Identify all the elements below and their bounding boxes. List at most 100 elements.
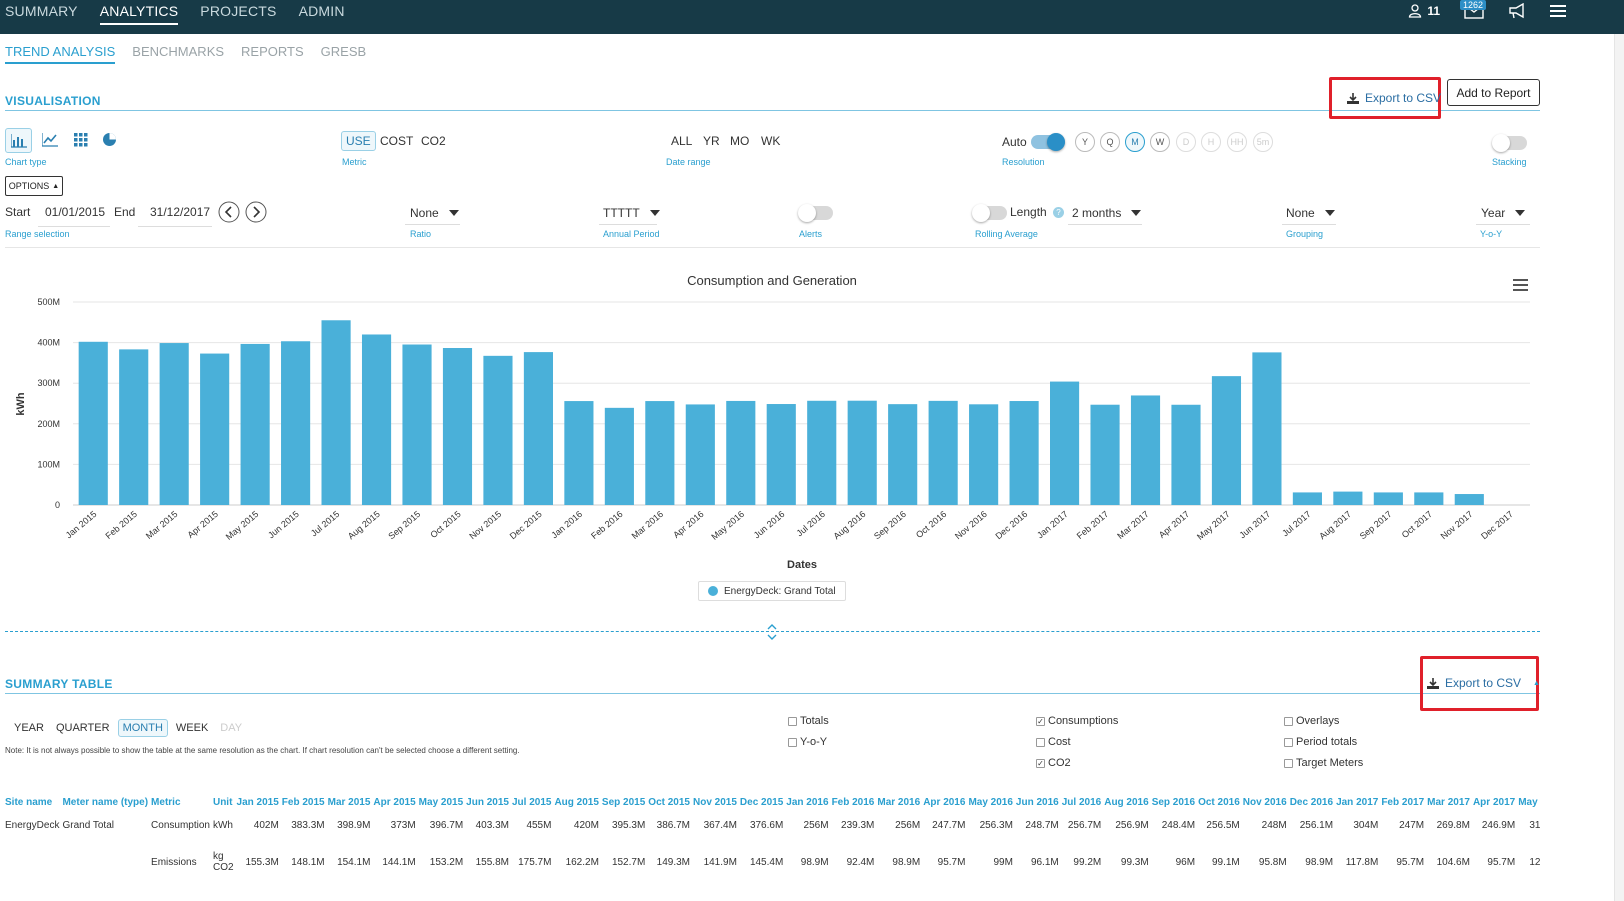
column-header[interactable]: Metric	[151, 797, 181, 808]
bar[interactable]	[361, 334, 392, 505]
column-header[interactable]: Jun 2015	[466, 797, 509, 808]
line-chart-icon[interactable]	[42, 133, 58, 147]
date-range-all[interactable]: ALL	[671, 134, 693, 148]
tab-gresb[interactable]: GRESB	[320, 44, 367, 59]
bar[interactable]	[766, 404, 796, 505]
bar[interactable]	[1171, 404, 1201, 505]
bar[interactable]	[321, 320, 351, 505]
resolution-q[interactable]: Q	[1100, 132, 1120, 152]
ratio-dropdown[interactable]: None	[410, 206, 459, 220]
column-header[interactable]: Jun 2016	[1015, 797, 1059, 808]
resolution-hh[interactable]: HH	[1227, 132, 1247, 152]
table-cell[interactable]: EnergyDeck	[5, 820, 60, 831]
summary-res-month[interactable]: MONTH	[117, 719, 168, 737]
pie-chart-icon[interactable]	[102, 132, 117, 147]
nav-projects[interactable]: PROJECTS	[200, 3, 277, 19]
column-header[interactable]: Apr 2016	[923, 797, 966, 808]
checkbox-target-meters[interactable]: Target Meters	[1284, 757, 1363, 769]
chart-type-bar-button[interactable]	[5, 128, 32, 153]
summary-res-quarter[interactable]: QUARTER	[55, 722, 110, 734]
bar[interactable]	[604, 407, 634, 505]
bar[interactable]	[1414, 492, 1444, 505]
bar[interactable]	[564, 401, 594, 505]
column-header[interactable]: Sep 2015	[601, 797, 646, 808]
rolling-average-toggle[interactable]	[972, 204, 1007, 222]
column-header[interactable]: Feb 2016	[831, 797, 875, 808]
column-header[interactable]: Site name	[5, 797, 53, 808]
users-button[interactable]: 11	[1408, 4, 1440, 18]
metric-co2[interactable]: CO2	[421, 134, 446, 148]
bar[interactable]	[645, 401, 675, 505]
resolution-5m[interactable]: 5m	[1253, 132, 1273, 152]
end-date-input[interactable]: 31/12/2017	[150, 205, 211, 219]
tab-reports[interactable]: REPORTS	[241, 44, 304, 59]
nav-analytics[interactable]: ANALYTICS	[99, 3, 179, 25]
chart-menu-icon[interactable]	[1513, 279, 1528, 291]
column-header[interactable]: Jan 2017	[1336, 797, 1379, 808]
bar[interactable]	[888, 404, 918, 505]
bar[interactable]	[200, 353, 230, 505]
column-header[interactable]: Oct 2016	[1198, 797, 1240, 808]
column-header[interactable]: Sep 2016	[1151, 797, 1196, 808]
prev-period-icon[interactable]	[218, 201, 240, 223]
column-header[interactable]: Feb 2017	[1381, 797, 1425, 808]
bar[interactable]	[1211, 376, 1242, 505]
date-range-mo[interactable]: MO	[730, 134, 750, 148]
checkbox-cost[interactable]: Cost	[1036, 736, 1071, 748]
bar[interactable]	[1090, 404, 1120, 505]
bar[interactable]	[1049, 381, 1080, 505]
column-header[interactable]: Jul 2016	[1061, 797, 1102, 808]
checkbox-overlays[interactable]: Overlays	[1284, 715, 1339, 727]
alerts-toggle[interactable]	[798, 204, 833, 222]
resolution-d[interactable]: D	[1176, 132, 1196, 152]
stacking-toggle[interactable]	[1492, 134, 1527, 152]
resize-handle-icon[interactable]	[765, 623, 779, 641]
summary-res-year[interactable]: YEAR	[14, 722, 44, 734]
bar[interactable]	[523, 352, 554, 505]
column-header[interactable]: Aug 2015	[554, 797, 599, 808]
bar[interactable]	[1333, 491, 1363, 505]
megaphone-icon[interactable]	[1508, 3, 1526, 19]
bar[interactable]	[442, 347, 473, 505]
summary-res-week[interactable]: WEEK	[175, 722, 209, 734]
column-header[interactable]: Mar 2016	[877, 797, 921, 808]
resolution-m[interactable]: M	[1125, 132, 1145, 152]
date-range-wk[interactable]: WK	[761, 134, 781, 148]
export-csv-button[interactable]: Export to CSV	[1347, 91, 1441, 105]
column-header[interactable]: Meter name (type)	[62, 797, 149, 808]
bar[interactable]	[159, 343, 189, 505]
bar[interactable]	[847, 400, 877, 505]
rolling-length-dropdown[interactable]: 2 months	[1072, 206, 1142, 220]
hamburger-menu-icon[interactable]	[1550, 4, 1566, 18]
column-header[interactable]: Feb 2015	[281, 797, 325, 808]
metric-cost[interactable]: COST	[380, 134, 414, 148]
chart-legend[interactable]: EnergyDeck: Grand Total	[698, 581, 846, 601]
bar[interactable]	[1252, 352, 1282, 505]
heatmap-icon[interactable]	[74, 133, 88, 147]
metric-use[interactable]: USE	[341, 131, 376, 151]
column-header[interactable]: Nov 2015	[693, 797, 737, 808]
resolution-w[interactable]: W	[1150, 132, 1170, 152]
bar[interactable]	[483, 355, 513, 505]
column-header[interactable]: Jul 2015	[511, 797, 552, 808]
bar[interactable]	[1454, 494, 1484, 505]
bar[interactable]	[807, 400, 837, 505]
annual-period-dropdown[interactable]: TTTTT	[603, 206, 660, 220]
bar[interactable]	[78, 341, 108, 505]
checkbox-co2[interactable]: ✓ CO2	[1036, 757, 1071, 769]
checkbox-consumptions[interactable]: ✓ Consumptions	[1036, 715, 1118, 727]
tab-trend-analysis[interactable]: TREND ANALYSIS	[5, 44, 116, 64]
column-header[interactable]: May 2015	[418, 797, 464, 808]
resolution-y[interactable]: Y	[1075, 132, 1095, 152]
bar[interactable]	[969, 404, 999, 505]
column-header[interactable]: Aug 2016	[1104, 797, 1149, 808]
bar[interactable]	[685, 404, 715, 505]
nav-summary[interactable]: SUMMARY	[5, 3, 78, 19]
options-button[interactable]: OPTIONS ▲	[5, 176, 63, 196]
column-header[interactable]: Mar 2015	[327, 797, 371, 808]
collapse-arrow-icon[interactable]: ▲	[1533, 679, 1540, 687]
checkbox-yoy[interactable]: Y-o-Y	[788, 736, 827, 748]
resolution-auto-toggle[interactable]	[1031, 133, 1065, 151]
column-header[interactable]: Apr 2017	[1472, 797, 1516, 808]
messages-button[interactable]: 1262	[1460, 0, 1487, 19]
